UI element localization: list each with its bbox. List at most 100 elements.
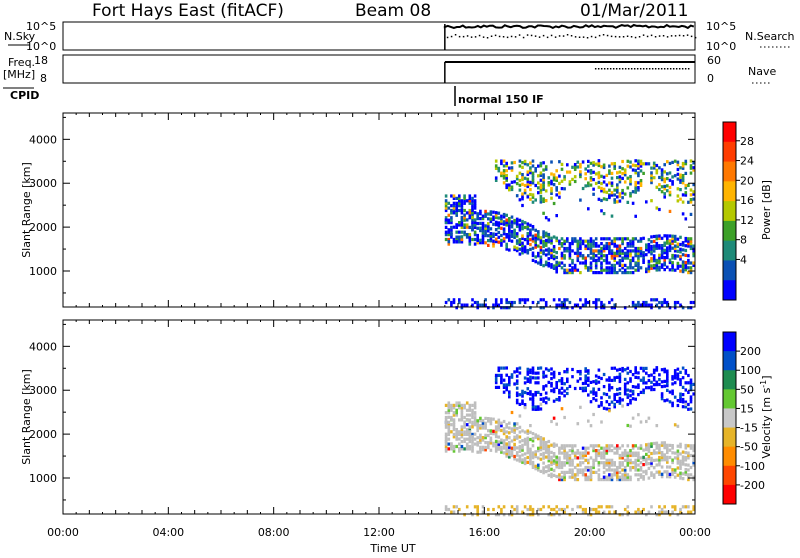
range-cell <box>526 182 530 186</box>
range-cell <box>494 430 498 434</box>
range-cell <box>671 263 674 267</box>
nave-dot <box>642 68 645 70</box>
range-cell <box>481 424 485 428</box>
range-cell <box>534 245 537 249</box>
range-cell <box>560 306 564 310</box>
range-cell <box>671 401 674 405</box>
range-cell <box>494 447 498 451</box>
range-cell <box>552 390 556 394</box>
range-cell <box>537 468 540 472</box>
range-cell <box>452 435 456 439</box>
range-cell <box>558 478 561 482</box>
range-cell <box>505 366 508 370</box>
range-cell <box>645 419 648 424</box>
range-cell <box>597 244 601 248</box>
range-cell <box>484 298 487 302</box>
range-cell <box>616 368 619 372</box>
range-cell <box>494 159 498 163</box>
range-cell <box>455 428 458 432</box>
range-cell <box>645 300 648 305</box>
range-cell <box>537 507 540 512</box>
range-cell <box>597 258 601 263</box>
range-cell <box>476 436 479 440</box>
range-cell <box>642 458 645 462</box>
range-cell <box>518 247 522 251</box>
range-cell <box>600 198 603 203</box>
range-cell <box>610 478 614 482</box>
range-cell <box>489 239 493 243</box>
range-cell <box>518 393 522 397</box>
range-cell <box>579 170 582 174</box>
range-cell <box>673 505 677 509</box>
range-cell <box>658 463 661 467</box>
range-cell <box>518 459 522 463</box>
range-cell <box>576 254 580 258</box>
range-cell <box>531 453 535 457</box>
range-cell <box>502 232 506 236</box>
range-cell <box>547 444 551 448</box>
range-cell <box>555 455 558 459</box>
range-cell <box>679 464 682 468</box>
power-ylabel: Slant Range [km] <box>20 162 33 258</box>
range-cell <box>465 211 469 215</box>
range-cell <box>529 370 532 375</box>
range-cell <box>563 256 566 260</box>
velocity-colorbar-label-sup: -1 <box>759 380 768 388</box>
range-cell <box>689 306 693 310</box>
range-cell <box>555 303 558 307</box>
range-cell <box>571 463 574 467</box>
range-cell <box>489 419 493 423</box>
range-cell <box>529 368 532 372</box>
range-cell <box>550 255 553 260</box>
range-cell <box>608 266 611 270</box>
range-cell <box>505 435 508 439</box>
range-cell <box>465 447 469 451</box>
range-cell <box>602 258 606 263</box>
range-cell <box>594 453 598 458</box>
range-cell <box>684 468 688 472</box>
range-cell <box>492 234 495 238</box>
range-cell <box>634 263 637 267</box>
range-cell <box>563 449 566 453</box>
range-cell <box>571 165 574 169</box>
range-cell <box>571 468 574 472</box>
range-cell <box>560 461 564 465</box>
nave-dot <box>678 68 681 70</box>
range-cell <box>671 175 674 179</box>
range-cell <box>479 450 482 454</box>
range-cell <box>471 237 474 242</box>
freq-unit: [MHz] <box>3 68 35 81</box>
nsearch-dot <box>642 34 645 36</box>
range-cell <box>626 478 630 482</box>
range-cell <box>616 271 619 275</box>
range-cell <box>534 381 537 385</box>
range-cell <box>473 204 477 208</box>
range-cell <box>647 162 651 166</box>
range-cell <box>660 248 664 252</box>
range-cell <box>626 453 630 458</box>
range-cell <box>534 255 537 259</box>
range-cell <box>500 445 503 449</box>
range-cell <box>544 448 548 452</box>
range-cell <box>510 513 514 517</box>
range-cell <box>626 244 630 248</box>
range-cell <box>529 192 532 197</box>
range-cell <box>497 368 501 373</box>
range-cell <box>500 238 503 242</box>
range-cell <box>531 251 535 255</box>
range-cell <box>605 451 609 455</box>
range-cell <box>458 240 461 244</box>
range-cell <box>521 161 524 165</box>
range-cell <box>602 449 606 453</box>
range-cell <box>576 451 580 455</box>
range-cell <box>589 465 593 470</box>
range-cell <box>450 510 453 514</box>
range-cell <box>608 169 611 173</box>
range-cell <box>521 244 524 248</box>
range-cell <box>576 244 580 248</box>
range-cell <box>676 163 680 167</box>
range-cell <box>660 510 664 514</box>
range-cell <box>450 447 453 451</box>
colorbar-tick-label: -100 <box>740 460 765 473</box>
